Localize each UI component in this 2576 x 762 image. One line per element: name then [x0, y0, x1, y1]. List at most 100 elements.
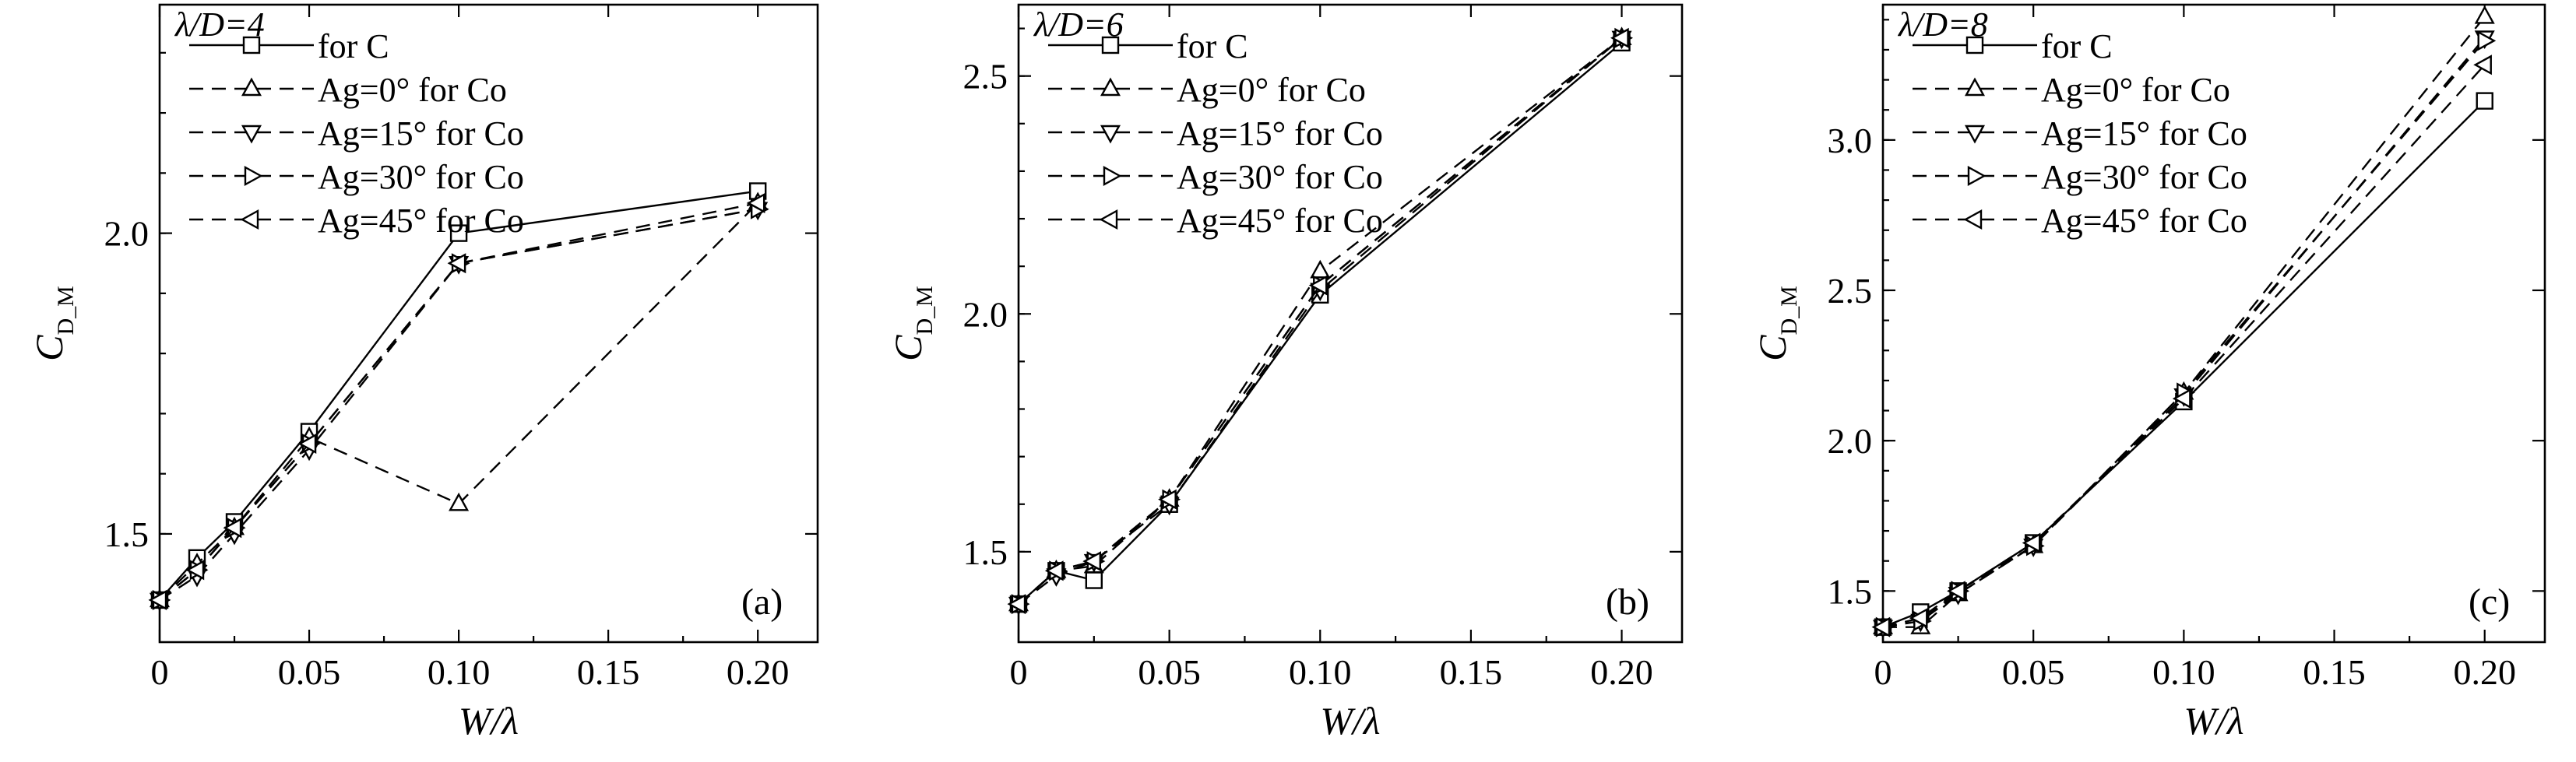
data-point [1909, 608, 1928, 629]
legend-entry-label: Ag=30° for Co [2041, 158, 2247, 196]
y-axis-label: CD_M [886, 286, 938, 361]
data-point [297, 433, 317, 455]
y-axis-label: CD_M [27, 286, 79, 361]
legend-entry-label: for C [2041, 27, 2113, 65]
x-tick-label: 0.10 [1289, 652, 1352, 692]
y-axis-label-subscript: D_M [912, 286, 938, 335]
y-tick-label: 2.0 [104, 214, 150, 254]
legend-marker [241, 125, 262, 144]
legend-marker [242, 36, 261, 54]
x-tick-label: 0 [1874, 652, 1892, 692]
data-point [1308, 275, 1328, 296]
legend-entry-label: for C [1177, 27, 1248, 65]
x-tick-label: 0.05 [2002, 652, 2065, 692]
series-line-5 [159, 202, 758, 601]
data-point [1610, 27, 1629, 48]
x-tick-label: 0.20 [1590, 652, 1653, 692]
data-point [1871, 616, 1891, 637]
x-tick-label: 0.15 [577, 652, 640, 692]
x-tick-label: 0.20 [2453, 652, 2516, 692]
legend-entry-label: Ag=45° for Co [318, 202, 524, 240]
x-tick-label: 0.15 [2303, 652, 2366, 692]
data-point [1085, 571, 1103, 589]
x-axis-label: W/λ [2184, 699, 2243, 743]
y-axis-label: CD_M [1751, 286, 1802, 361]
x-tick-label: 0 [1010, 652, 1028, 692]
legend-entry-label: for C [318, 27, 389, 65]
legend-marker [1964, 77, 1986, 97]
y-axis-label-subscript: D_M [1776, 286, 1802, 335]
legend-marker [1100, 77, 1121, 97]
data-point [1947, 581, 1965, 602]
series-line-5 [1018, 37, 1623, 606]
series-line-3 [1018, 37, 1623, 606]
data-point [148, 589, 167, 610]
x-tick-label: 0.10 [428, 652, 491, 692]
y-tick-label: 2.5 [1828, 271, 1873, 311]
legend-entry-label: Ag=15° for Co [2041, 114, 2247, 153]
data-point [1158, 489, 1177, 510]
plot-frame [158, 3, 819, 644]
y-axis-label-main: C [886, 335, 930, 361]
x-tick-label: 0.05 [1138, 652, 1201, 692]
legend-marker [240, 209, 259, 230]
x-tick-label: 0.05 [278, 652, 341, 692]
legend-marker [244, 165, 263, 187]
data-point [2473, 54, 2492, 75]
y-tick-label: 2.0 [1828, 421, 1873, 461]
data-point [746, 192, 765, 214]
legend-marker [1099, 209, 1118, 230]
data-point [1044, 560, 1064, 581]
legend-marker [1964, 125, 1986, 144]
data-point [2172, 388, 2191, 409]
data-point [2477, 30, 2497, 51]
legend-entry-label: Ag=0° for Co [318, 71, 507, 109]
legend-marker [1103, 165, 1122, 187]
chart-panel-2: 0 0.05 0.10 0.15 0.201.52.02.5W/λCD_M(b)λ/D=… [886, 3, 1684, 743]
legend-entry-label: Ag=45° for Co [2041, 202, 2247, 240]
data-point [2474, 5, 2495, 24]
y-axis-label-main: C [27, 335, 71, 361]
legend-entry-label: Ag=30° for Co [1177, 158, 1383, 196]
chart-panel-3: 0 0.05 0.10 0.15 0.201.52.02.53.0W/λCD_M(c)λ… [1751, 3, 2546, 743]
data-point [2022, 532, 2041, 553]
panel-label: (c) [2469, 581, 2510, 623]
x-axis-label: W/λ [1320, 699, 1380, 743]
x-axis-label: W/λ [459, 699, 519, 743]
legend-marker [1963, 209, 1983, 230]
y-tick-label: 3.0 [1828, 121, 1873, 160]
x-tick-label: 0.15 [1440, 652, 1503, 692]
legend-marker [241, 77, 262, 97]
plot-frame [1017, 3, 1684, 644]
data-point [223, 518, 242, 539]
data-point [185, 560, 205, 581]
y-axis-label-main: C [1751, 335, 1794, 361]
y-tick-label: 2.0 [963, 294, 1008, 334]
legend-entry-label: Ag=15° for Co [318, 114, 524, 153]
legend-entry-label: Ag=0° for Co [2041, 71, 2230, 109]
data-point [447, 253, 466, 274]
legend-entry-label: Ag=30° for Co [318, 158, 524, 196]
legend-marker [1967, 165, 1987, 187]
chart-panel-1: 0 0.05 0.10 0.15 0.201.52.0W/λCD_M(a)λ/D=4fo… [27, 3, 819, 743]
y-tick-label: 1.5 [1828, 571, 1873, 611]
data-point [2476, 92, 2493, 110]
data-point [449, 492, 470, 511]
panel-label: (b) [1606, 581, 1649, 623]
legend-entry-label: Ag=15° for Co [1177, 114, 1383, 153]
legend-marker [1101, 36, 1120, 54]
data-point [449, 224, 468, 242]
data-point [1082, 551, 1102, 572]
plot-frame [1881, 3, 2546, 644]
series-line-2 [1018, 37, 1623, 606]
data-point [1310, 259, 1331, 279]
y-axis-label-subscript: D_M [53, 286, 79, 335]
panel-label: (a) [741, 581, 783, 623]
legend-entry-label: Ag=0° for Co [1177, 71, 1366, 109]
x-tick-label: 0.10 [2152, 652, 2215, 692]
data-point [1007, 594, 1026, 615]
x-tick-label: 0.20 [727, 652, 790, 692]
legend-marker [1965, 36, 1984, 54]
series-line-1 [159, 190, 758, 601]
